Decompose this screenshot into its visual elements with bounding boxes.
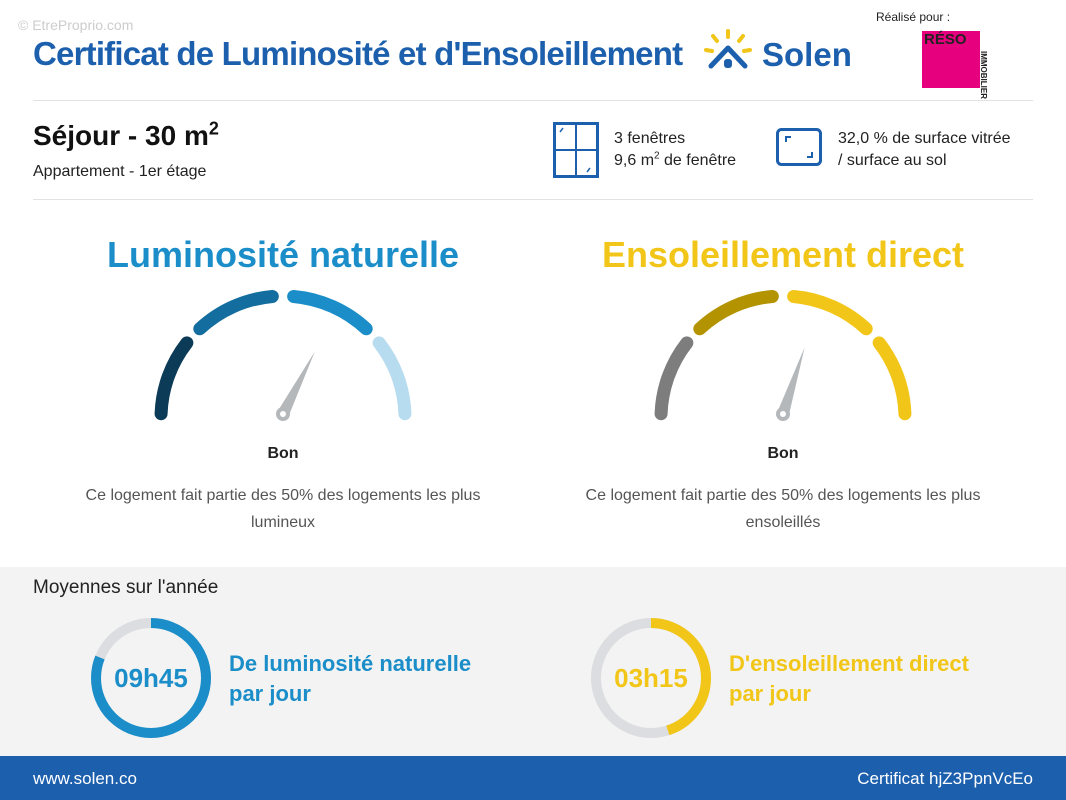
page-title: Certificat de Luminosité et d'Ensoleille… [33,35,683,72]
gauge-segment [287,289,373,336]
averages-title: Moyennes sur l'année [33,577,219,598]
made-for-label: Réalisé pour : [876,10,951,24]
brand-name: Solen [762,36,852,73]
gauge-segment [872,336,912,421]
luminosite-title: Luminosité naturelle [106,234,460,275]
gauge-segment [787,289,873,336]
partner-logo: RÉSO IMMOBILIER [922,31,988,99]
windows-info: 3 fenêtres 9,6 m2 de fenêtre [614,130,737,169]
gauge-segment [654,336,694,421]
solen-logo-icon [704,29,752,69]
ensoleillement-description: Ce logement fait partie des 50% des loge… [585,487,981,531]
light-ring [91,618,211,738]
light-label: De luminosité naturelle par jour [229,651,472,706]
gauge-segment [193,289,279,336]
gauge-pivot-center [280,411,286,417]
footer: www.solen.co Certificat hjZ3PpnVcEo [0,756,1066,800]
gauge-needle [777,347,805,416]
ring-fill [591,618,711,738]
ensoleillement-rating: Bon [767,445,799,462]
ring-fill [91,618,211,738]
surface-info: 32,0 % de surface vitrée / surface au sol [838,130,1011,169]
gauge-needle [277,351,315,417]
window-icon [553,122,599,178]
luminosite-gauge [154,289,412,421]
ensoleillement-title: Ensoleillement direct [601,234,965,275]
gauge-segment [372,336,412,421]
website-link[interactable]: www.solen.co [33,769,137,788]
sun-label: D'ensoleillement direct par jour [729,651,969,706]
sun-ring [591,618,711,738]
luminosite-description: Ce logement fait partie des 50% des loge… [85,487,481,531]
watermark: © EtreProprio.com [18,17,134,33]
gauge-pivot-center [780,411,786,417]
gauge-segment [154,336,194,421]
divider [33,199,1033,200]
divider [33,100,1033,101]
room-subtitle: Appartement - 1er étage [33,163,207,180]
luminosite-rating: Bon [267,445,299,462]
sun-hours: 03h15 [614,663,688,693]
light-hours: 09h45 [114,663,188,693]
ensoleillement-gauge [654,289,912,421]
certificate-id: Certificat hjZ3PpnVcEo [857,769,1033,788]
surface-icon [776,128,822,166]
room-title: Séjour - 30 m2 [33,118,219,151]
gauge-segment [693,289,779,336]
